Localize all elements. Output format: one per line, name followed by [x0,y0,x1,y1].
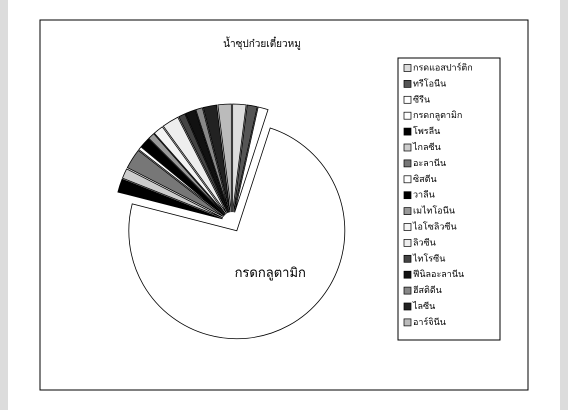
legend-swatch [403,64,412,72]
legend-label: โพรลีน [413,126,440,137]
legend-label: ฮีสติดีน [413,285,442,296]
pie-slice [185,109,229,213]
legend-label: ไอโซลิวซีน [412,222,457,233]
legend-swatch [403,127,412,136]
legend-swatch [403,239,412,247]
pie-slice [233,104,258,213]
pie-slice [178,113,229,214]
pie-slice [217,103,232,213]
legend-label: วาลีน [413,190,435,201]
pie-slice [138,146,225,217]
pie-slice [148,133,226,215]
legend-label: เมไทโอนีน [413,206,455,217]
legend-swatch [403,95,412,104]
legend-label: ฟีนิลอะลานีน [413,269,464,280]
legend-swatch [403,143,412,152]
data-label: กรดกลูตามิก [235,266,306,281]
legend-label: ซิสตีน [413,174,437,185]
legend-swatch [403,318,412,327]
legend-label: ลิวซีน [413,237,436,248]
legend-label: ซีรีน [413,94,430,105]
pie-slice [126,149,224,217]
pie-slice [128,127,346,340]
legend-swatch [403,223,412,231]
legend-label: อะลานีน [413,158,446,169]
legend-box [397,57,501,341]
legend-swatch [403,111,412,120]
legend-swatch [403,254,412,263]
legend-swatch [403,80,412,88]
legend-label: ทรีโอนีน [413,78,446,89]
pie-slice [234,106,269,213]
legend-label: ไกลซีน [412,142,441,153]
legend-swatch [403,159,412,168]
pie-slice [202,104,231,213]
legend-swatch [403,270,412,279]
pie-slice [195,107,230,213]
chart-title: น้ำซุปก๋วยเตี๋ยวหมู [223,36,301,50]
pie-slice [121,168,224,219]
legend-label: ไทโรซีน [412,253,445,264]
pie-slice [232,103,247,213]
pie-slice [140,138,225,216]
legend-swatch [403,175,412,184]
legend-swatch [403,286,412,295]
legend-label: อาร์จินีน [413,316,446,328]
legend-label: ไลซีน [412,301,435,312]
legend-label: กรดกลูตามิก [413,110,462,121]
pie-slice [117,178,223,220]
legend-swatch [403,207,412,215]
pie-slice [162,116,228,214]
legend-swatch [403,191,412,200]
legend-label: กรดแอสปาร์ติก [413,62,473,74]
legend-swatch [403,302,412,311]
pie-slice [153,126,227,215]
